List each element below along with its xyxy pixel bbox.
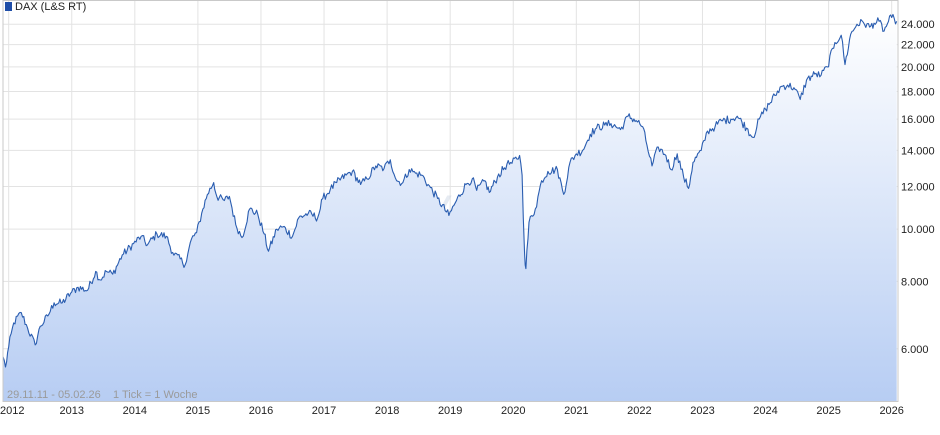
x-tick-label: 2024 xyxy=(753,405,777,417)
y-tick-label: 12.000 xyxy=(901,181,935,193)
y-tick-label: 24.000 xyxy=(901,19,935,31)
x-tick-label: 2013 xyxy=(60,405,84,417)
x-tick-label: 2020 xyxy=(501,405,525,417)
area-fill xyxy=(3,14,897,401)
y-axis: 6.000 8.000 10.000 12.000 14.000 16.000 18.000… xyxy=(901,19,935,356)
x-axis: 2012 2013 2014 2015 2016 2017 2018 2019 2020 2021… xyxy=(0,405,904,417)
y-tick-label: 18.000 xyxy=(901,87,935,99)
x-tick-label: 2021 xyxy=(564,405,588,417)
x-tick-label: 2016 xyxy=(249,405,273,417)
y-tick-label: 8.000 xyxy=(901,276,929,288)
legend-swatch xyxy=(5,2,12,11)
x-tick-label: 2025 xyxy=(816,405,840,417)
x-tick-label: 2014 xyxy=(123,405,147,417)
y-tick-label: 10.000 xyxy=(901,224,935,236)
y-tick-label: 14.000 xyxy=(901,145,935,157)
x-tick-label: 2022 xyxy=(627,405,651,417)
y-tick-label: 22.000 xyxy=(901,40,935,52)
x-tick-label: 2023 xyxy=(690,405,714,417)
x-tick-label: 2018 xyxy=(375,405,399,417)
series-line xyxy=(2,13,898,368)
x-tick-label: 2026 xyxy=(879,405,903,417)
x-tick-label: 2012 xyxy=(0,405,24,417)
x-tick-label: 2015 xyxy=(186,405,210,417)
footer-tick-info: 1 Tick = 1 Woche xyxy=(113,389,197,401)
y-tick-label: 20.000 xyxy=(901,62,935,74)
x-tick-label: 2019 xyxy=(438,405,462,417)
legend: DAX (L&S RT) xyxy=(5,1,86,13)
plot-frame xyxy=(2,0,899,402)
x-tick-label: 2017 xyxy=(312,405,336,417)
footer-range: 29.11.11 - 05.02.26 xyxy=(7,389,101,401)
y-tick-label: 6.000 xyxy=(901,344,929,356)
y-tick-label: 16.000 xyxy=(901,114,935,126)
legend-label: DAX (L&S RT) xyxy=(15,1,86,13)
